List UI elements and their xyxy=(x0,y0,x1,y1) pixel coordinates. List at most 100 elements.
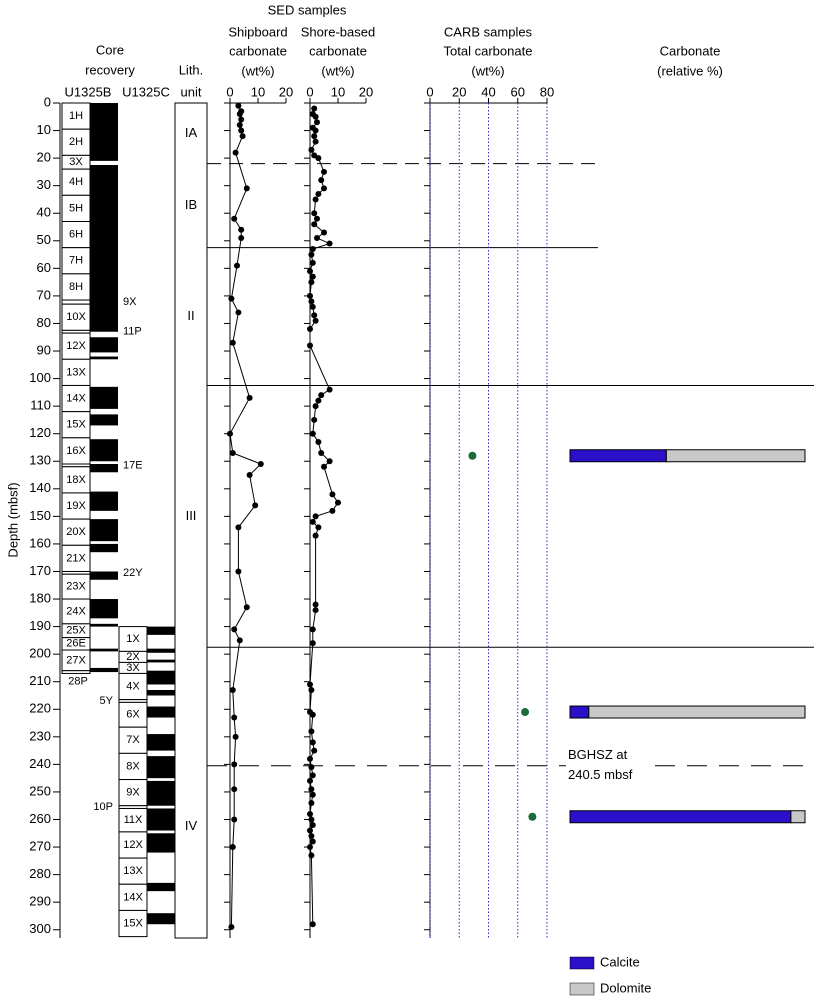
core-box xyxy=(61,411,91,439)
x-tick-label: 0 xyxy=(226,84,233,99)
core-label: 8H xyxy=(69,281,83,293)
y-tick-label: 210 xyxy=(29,673,51,688)
y-tick-label: 80 xyxy=(37,315,51,330)
recovered-interval xyxy=(147,659,175,663)
recovered-interval xyxy=(90,464,118,473)
sample-point xyxy=(311,416,318,423)
core-box xyxy=(118,909,148,938)
sample-point xyxy=(227,430,233,437)
y-tick-label: 220 xyxy=(29,701,51,716)
sample-point xyxy=(308,686,315,693)
legend-swatch xyxy=(569,982,595,996)
sample-point xyxy=(311,133,318,140)
sample-point xyxy=(229,339,236,346)
sample-point xyxy=(321,229,327,236)
sample-point xyxy=(326,240,333,247)
x-tick-label: 0 xyxy=(306,84,313,99)
y-axis-label: Depth (mbsf) xyxy=(5,482,20,557)
sample-point xyxy=(243,185,250,192)
y-tick-label: 130 xyxy=(29,453,51,468)
panel-title: Shipboard xyxy=(228,24,287,39)
core-label: 11X xyxy=(124,814,143,826)
core-label: 16X xyxy=(66,445,86,457)
sample-point xyxy=(309,259,316,266)
sample-point xyxy=(309,791,316,798)
sample-point xyxy=(307,827,313,834)
recovery-title: recovery xyxy=(85,62,135,77)
lith-unit-label: IA xyxy=(185,125,198,140)
lith-title: unit xyxy=(181,84,202,99)
y-tick-label: 10 xyxy=(37,122,51,137)
panel-title: (wt%) xyxy=(471,63,504,78)
recovered-interval xyxy=(90,103,118,161)
core-label: 2H xyxy=(69,136,83,148)
core-box xyxy=(61,332,91,360)
recovered-interval xyxy=(90,386,118,409)
sample-point xyxy=(315,397,322,404)
core-box xyxy=(118,626,148,652)
recovered-interval xyxy=(147,756,175,779)
core-box xyxy=(61,102,91,130)
core-label: 4H xyxy=(69,176,83,188)
core-label: 6H xyxy=(69,228,83,240)
sample-point xyxy=(307,292,313,299)
recovered-interval xyxy=(90,356,118,360)
y-tick-label: 300 xyxy=(29,921,51,936)
sample-point xyxy=(321,463,327,470)
core-box xyxy=(118,672,148,701)
core-label: 7H xyxy=(69,255,83,267)
relative-bar xyxy=(569,810,792,824)
core-label: 14X xyxy=(66,392,86,404)
core-label: 12X xyxy=(123,839,143,851)
core-label: 24X xyxy=(66,605,86,617)
core-label: 23X xyxy=(66,581,86,593)
legend-label: Calcite xyxy=(600,954,640,969)
sample-point xyxy=(312,607,319,614)
recovered-interval xyxy=(147,913,175,925)
core-label: 8X xyxy=(126,760,140,772)
sample-point xyxy=(238,127,245,134)
lith-unit-label: IV xyxy=(185,818,198,833)
sample-point xyxy=(239,133,246,140)
relative-bar xyxy=(588,705,806,719)
y-tick-label: 110 xyxy=(30,398,51,413)
core-box xyxy=(61,670,91,674)
recovered-interval xyxy=(90,667,118,673)
lith-title: Lith. xyxy=(179,62,204,77)
sample-point xyxy=(232,733,239,740)
bghsz-label: BGHSZ at xyxy=(568,747,628,762)
sample-point xyxy=(315,155,322,162)
recovered-interval xyxy=(90,337,118,353)
y-tick-label: 160 xyxy=(29,535,51,550)
sample-point xyxy=(307,844,313,851)
y-tick-label: 190 xyxy=(29,618,51,633)
core-box xyxy=(61,598,91,625)
recovered-interval xyxy=(147,882,175,892)
core-label: 10X xyxy=(66,311,86,323)
recovered-interval xyxy=(90,519,118,542)
core-box xyxy=(61,358,91,386)
core-box xyxy=(61,168,91,196)
core-box xyxy=(118,701,148,728)
sample-point xyxy=(235,524,242,531)
y-tick-label: 100 xyxy=(29,370,51,385)
panel-title: carbonate xyxy=(229,43,287,58)
sample-point xyxy=(231,816,238,823)
x-tick-label: 20 xyxy=(452,84,466,99)
core-label: 18X xyxy=(66,474,86,486)
relative-bar xyxy=(665,449,806,463)
sample-point xyxy=(312,138,319,145)
sample-point xyxy=(312,113,319,120)
sample-point xyxy=(315,190,322,197)
core-label: 25X xyxy=(66,625,86,637)
sample-point xyxy=(236,122,243,129)
sample-point xyxy=(315,438,322,445)
y-tick-label: 90 xyxy=(37,342,51,357)
sample-point xyxy=(309,303,316,310)
core-box xyxy=(118,752,148,781)
recovered-interval xyxy=(90,491,118,511)
recovered-interval xyxy=(147,689,175,696)
sample-point xyxy=(312,601,319,608)
core-label: 9X xyxy=(123,296,137,308)
